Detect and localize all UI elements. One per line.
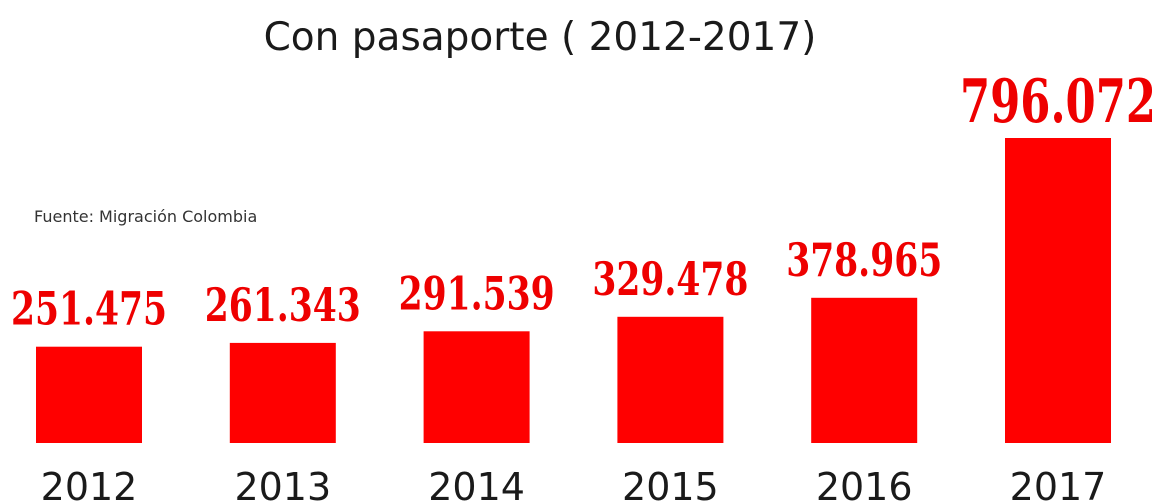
bars-group (36, 138, 1111, 443)
bar-2015 (617, 316, 724, 443)
bar-2016 (811, 297, 918, 443)
value-label-2017: 796.072 (960, 67, 1152, 137)
value-label-2015: 329.478 (592, 252, 748, 306)
chart-title: Con pasaporte ( 2012-2017) (264, 15, 817, 60)
value-label-2012: 251.475 (11, 282, 167, 336)
value-label-2016: 378.965 (786, 233, 942, 287)
x-tick-label-2017: 2017 (1010, 465, 1107, 503)
x-axis-tick-labels: 2012 2013 2014 2015 2016 2017 (41, 465, 1107, 503)
bar-2012 (36, 346, 142, 443)
x-tick-label-2014: 2014 (428, 465, 525, 503)
value-label-2013: 261.343 (205, 278, 361, 332)
x-tick-label-2015: 2015 (622, 465, 719, 503)
bar-2014 (423, 331, 530, 443)
x-tick-label-2013: 2013 (234, 465, 331, 503)
x-tick-label-2016: 2016 (816, 465, 913, 503)
source-note: Fuente: Migración Colombia (34, 207, 257, 226)
bar-2017 (1005, 138, 1111, 443)
value-label-2014: 291.539 (399, 266, 555, 320)
value-labels-group: 251.475 261.343 291.539 329.478 378.965 796.0… (11, 67, 1152, 336)
bar-2013 (229, 342, 336, 443)
x-tick-label-2012: 2012 (41, 465, 138, 503)
